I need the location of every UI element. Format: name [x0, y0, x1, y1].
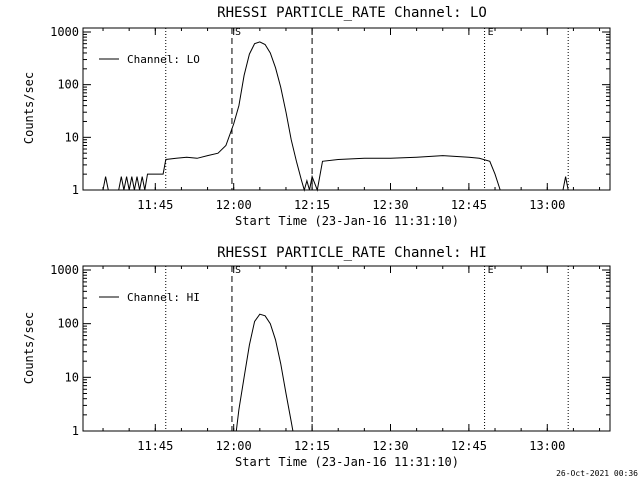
y-tick-label: 1000 — [50, 25, 79, 39]
chart-title: RHESSI PARTICLE_RATE Channel: LO — [217, 5, 487, 21]
x-axis-label: Start Time (23-Jan-16 11:31:10) — [235, 214, 459, 228]
marker-label: S — [235, 265, 241, 276]
y-tick-label: 1000 — [50, 263, 79, 277]
x-tick-label: 12:45 — [451, 439, 487, 453]
x-tick-label: 11:45 — [137, 439, 173, 453]
x-tick-label: 12:45 — [451, 198, 487, 212]
x-tick-label: 12:15 — [294, 439, 330, 453]
x-axis-label: Start Time (23-Jan-16 11:31:10) — [235, 455, 459, 469]
x-tick-label: 12:15 — [294, 198, 330, 212]
x-tick-label: 12:00 — [216, 439, 252, 453]
footer-timestamp: 26-Oct-2021 00:36 — [556, 469, 638, 478]
x-tick-label: 13:00 — [529, 198, 565, 212]
marks-lo: 11:45 12:00 12:15 12:30 12:45 13:00 1 10 100 1000… — [50, 25, 610, 212]
x-tick-label: 11:45 — [137, 198, 173, 212]
panel-lo: RHESSI PARTICLE_RATE Channel: LO Counts/… — [22, 5, 611, 228]
x-tick-label: 13:00 — [529, 439, 565, 453]
series-line — [102, 41, 569, 192]
y-tick-label: 1 — [72, 183, 79, 197]
x-tick-label: 12:00 — [216, 198, 252, 212]
plot-frame — [82, 27, 611, 191]
x-tick-label: 12:30 — [372, 198, 408, 212]
legend-label: Channel: HI — [127, 291, 200, 304]
x-tick-label: 12:30 — [372, 439, 408, 453]
legend-label: Channel: LO — [127, 53, 200, 66]
series-line — [235, 313, 294, 432]
marker-label: E — [488, 265, 494, 276]
y-axis-label: Counts/sec — [22, 312, 36, 384]
y-tick-label: 100 — [57, 317, 79, 331]
plot-frame — [82, 265, 611, 432]
panel-hi: RHESSI PARTICLE_RATE Channel: HI Counts/… — [22, 245, 611, 469]
y-axis-label: Counts/sec — [22, 72, 36, 144]
marker-label: E — [488, 27, 494, 38]
y-tick-label: 1 — [72, 424, 79, 438]
chart-title: RHESSI PARTICLE_RATE Channel: HI — [217, 245, 487, 261]
y-tick-label: 10 — [65, 370, 79, 384]
marks-hi: 11:45 12:00 12:15 12:30 12:45 13:00 1 10 100 1000… — [50, 263, 610, 453]
y-tick-label: 10 — [65, 130, 79, 144]
y-tick-label: 100 — [57, 78, 79, 92]
marker-label: S — [235, 27, 241, 38]
